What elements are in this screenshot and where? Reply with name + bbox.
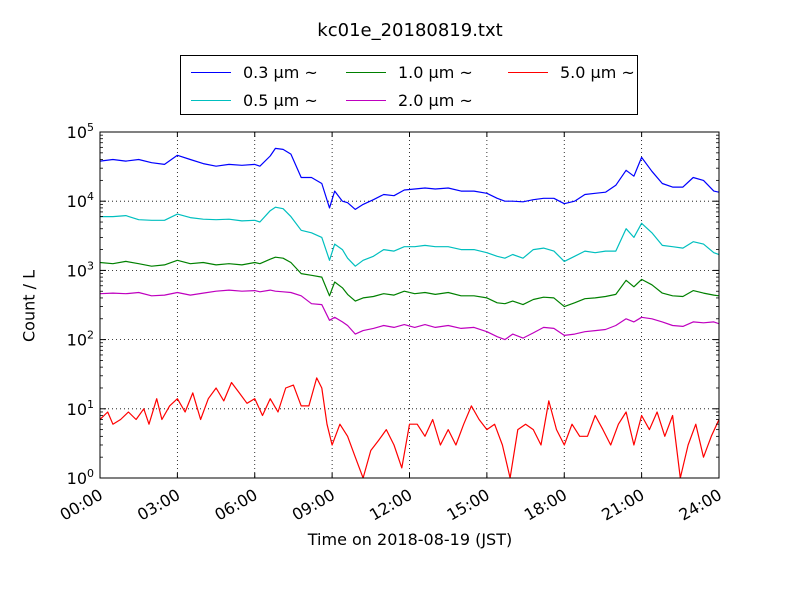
x-tick-label: 18:00 bbox=[521, 485, 570, 525]
legend-swatch bbox=[346, 99, 386, 101]
x-tick-label: 21:00 bbox=[598, 485, 647, 525]
legend: 0.3 μm ~ 0.5 μm ~ 1.0 μm ~ 2.0 μm ~ 5.0 … bbox=[180, 55, 638, 115]
legend-swatch bbox=[191, 99, 231, 101]
legend-label: 5.0 μm ~ bbox=[560, 62, 635, 82]
x-tick-label: 00:00 bbox=[57, 485, 106, 525]
legend-swatch bbox=[346, 71, 386, 73]
legend-label: 0.5 μm ~ bbox=[243, 90, 318, 110]
axis-tick-labels: 00:00 03:00 06:00 09:00 12:00 15:00 18:00 21:00… bbox=[57, 121, 725, 525]
series-line-4 bbox=[100, 377, 719, 478]
legend-label: 2.0 μm ~ bbox=[398, 90, 473, 110]
chart-title: kc01e_20180819.txt bbox=[317, 20, 503, 41]
y-tick-label: 100 bbox=[67, 467, 94, 488]
y-tick-label: 105 bbox=[67, 121, 94, 142]
y-tick-label: 101 bbox=[67, 398, 94, 419]
y-tick-label: 103 bbox=[67, 259, 94, 280]
x-tick-label: 03:00 bbox=[134, 485, 183, 525]
grid bbox=[100, 132, 719, 478]
series-lines bbox=[100, 147, 719, 478]
x-axis-label: Time on 2018-08-19 (JST) bbox=[307, 530, 513, 549]
x-tick-label: 15:00 bbox=[443, 485, 492, 525]
legend-item-0.5um: 0.5 μm ~ bbox=[191, 89, 318, 111]
legend-swatch bbox=[191, 71, 231, 73]
legend-label: 0.3 μm ~ bbox=[243, 62, 318, 82]
series-line-1 bbox=[100, 206, 719, 267]
y-tick-label: 102 bbox=[67, 329, 94, 350]
series-line-3 bbox=[100, 289, 719, 341]
legend-item-5.0um: 5.0 μm ~ bbox=[508, 61, 635, 83]
series-line-2 bbox=[100, 256, 719, 308]
x-tick-label: 06:00 bbox=[211, 485, 260, 525]
legend-label: 1.0 μm ~ bbox=[398, 62, 473, 82]
axis-ticks bbox=[99, 131, 720, 479]
legend-item-2.0um: 2.0 μm ~ bbox=[346, 89, 473, 111]
legend-item-0.3um: 0.3 μm ~ bbox=[191, 61, 318, 83]
series-line-0 bbox=[100, 147, 719, 210]
x-tick-label: 12:00 bbox=[366, 485, 415, 525]
legend-item-1.0um: 1.0 μm ~ bbox=[346, 61, 473, 83]
y-axis-label: Count / L bbox=[19, 270, 39, 342]
y-tick-label: 104 bbox=[67, 190, 94, 211]
x-tick-label: 09:00 bbox=[289, 485, 338, 525]
x-tick-label: 24:00 bbox=[676, 485, 725, 525]
legend-swatch bbox=[508, 71, 548, 73]
